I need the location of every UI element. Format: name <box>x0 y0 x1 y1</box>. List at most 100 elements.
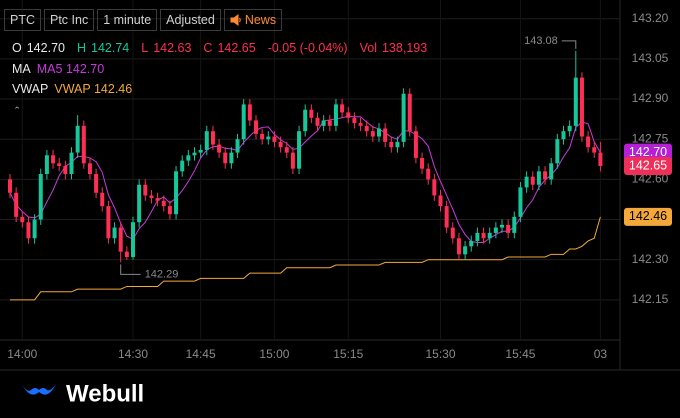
company[interactable]: Ptc Inc <box>44 9 95 31</box>
candle-body <box>137 184 142 223</box>
candle-body <box>413 131 418 158</box>
candle-body <box>167 206 172 215</box>
candle-body <box>75 125 80 153</box>
candle-body <box>174 171 179 215</box>
candle-body <box>327 120 332 126</box>
candle-body <box>543 171 548 180</box>
candle-body <box>309 109 314 118</box>
price-tag: 142.65 <box>624 156 672 175</box>
legend-value: 142.46 <box>93 82 133 96</box>
candle-body <box>241 104 246 140</box>
news-icon <box>230 14 241 26</box>
candle-body <box>260 133 265 140</box>
news-button[interactable]: News <box>223 9 283 31</box>
adjust[interactable]: Adjusted <box>160 9 221 31</box>
candle-body <box>8 179 12 193</box>
candle-body <box>493 227 498 233</box>
candle-body <box>284 147 289 153</box>
y-tick-label: 143.20 <box>632 11 669 25</box>
candle-body <box>272 136 277 142</box>
candle-body <box>567 125 572 132</box>
volume-value: 138,193 <box>381 41 428 55</box>
candle-body <box>14 192 19 217</box>
brand: Webull <box>66 380 144 407</box>
candle-body <box>87 163 92 175</box>
candle-body <box>426 168 431 180</box>
candle-body <box>401 93 406 142</box>
x-tick-label: 14:45 <box>186 347 216 361</box>
x-tick-label: 15:30 <box>425 347 455 361</box>
candle-body <box>340 104 345 113</box>
candle-body <box>377 128 381 137</box>
candle-body <box>223 152 228 164</box>
candle-body <box>450 227 455 239</box>
price-tag: 142.46 <box>624 207 672 226</box>
candle-body <box>100 192 105 207</box>
candle-body <box>290 152 295 169</box>
annotation-label: 143.08 <box>524 35 558 47</box>
candle-body <box>186 155 191 161</box>
legend-name: VWAP <box>54 82 91 96</box>
candle-body <box>106 206 111 239</box>
interval[interactable]: 1 minute <box>97 9 158 31</box>
candle-body <box>63 165 68 175</box>
y-tick-label: 143.05 <box>632 51 669 65</box>
candle-body <box>586 136 591 148</box>
annotation-label: 142.29 <box>145 268 179 280</box>
low-key: L <box>141 41 149 55</box>
close-value: 142.65 <box>217 41 256 55</box>
candle-body <box>235 139 240 153</box>
candle-body <box>432 179 437 196</box>
price-tag-label: 142.70 <box>629 145 667 159</box>
ma-legend: MA5 142.70 <box>37 62 104 76</box>
legend-name: MA5 <box>36 62 63 76</box>
candle-body <box>198 149 203 153</box>
annotation-leader <box>120 264 141 275</box>
candle-body <box>579 77 584 137</box>
vwap-legend: VWAP 142.46 <box>54 82 132 96</box>
candle-body <box>247 104 252 121</box>
candle-body <box>131 222 135 258</box>
candle-body <box>217 144 222 153</box>
low-value: 142.63 <box>153 41 192 55</box>
candle-body <box>592 147 597 153</box>
x-tick-label: 03 <box>594 347 608 361</box>
candle-body <box>69 152 74 175</box>
candle-body <box>81 125 86 164</box>
volume-key: Vol <box>359 41 377 55</box>
candle-body <box>180 160 185 172</box>
annotation-leader <box>561 40 577 49</box>
candle-body <box>38 174 43 220</box>
candle-body <box>438 195 443 207</box>
close-key: C <box>203 41 213 55</box>
symbol[interactable]: PTC <box>4 9 41 31</box>
high-value: 142.74 <box>91 41 130 55</box>
x-tick-label: 15:00 <box>259 347 289 361</box>
candle-body <box>315 117 320 126</box>
candle-body <box>358 123 363 126</box>
candle-body <box>44 155 49 175</box>
candle-body <box>383 128 388 142</box>
candle-body <box>549 163 554 180</box>
news-label: News <box>244 13 277 27</box>
candle-body <box>112 227 117 239</box>
candle-body <box>204 131 209 150</box>
candle-body <box>303 109 308 132</box>
candle-body <box>475 232 480 241</box>
candle-body <box>192 152 197 156</box>
x-tick-label: 14:30 <box>118 347 148 361</box>
candle-body <box>229 152 234 164</box>
candle-body <box>57 163 62 166</box>
collapse-arrow[interactable]: ˆ <box>15 104 20 119</box>
toolbar: PTC Ptc Inc 1 minute Adjusted News <box>4 9 283 31</box>
candle-body <box>506 224 511 233</box>
candle-body <box>481 232 486 239</box>
vwap-label: VWAP <box>12 82 49 96</box>
candle-body <box>155 198 160 201</box>
candle-body <box>94 174 99 193</box>
candle-body <box>407 93 412 132</box>
candle-body <box>143 184 148 196</box>
y-tick-label: 142.15 <box>632 292 669 306</box>
